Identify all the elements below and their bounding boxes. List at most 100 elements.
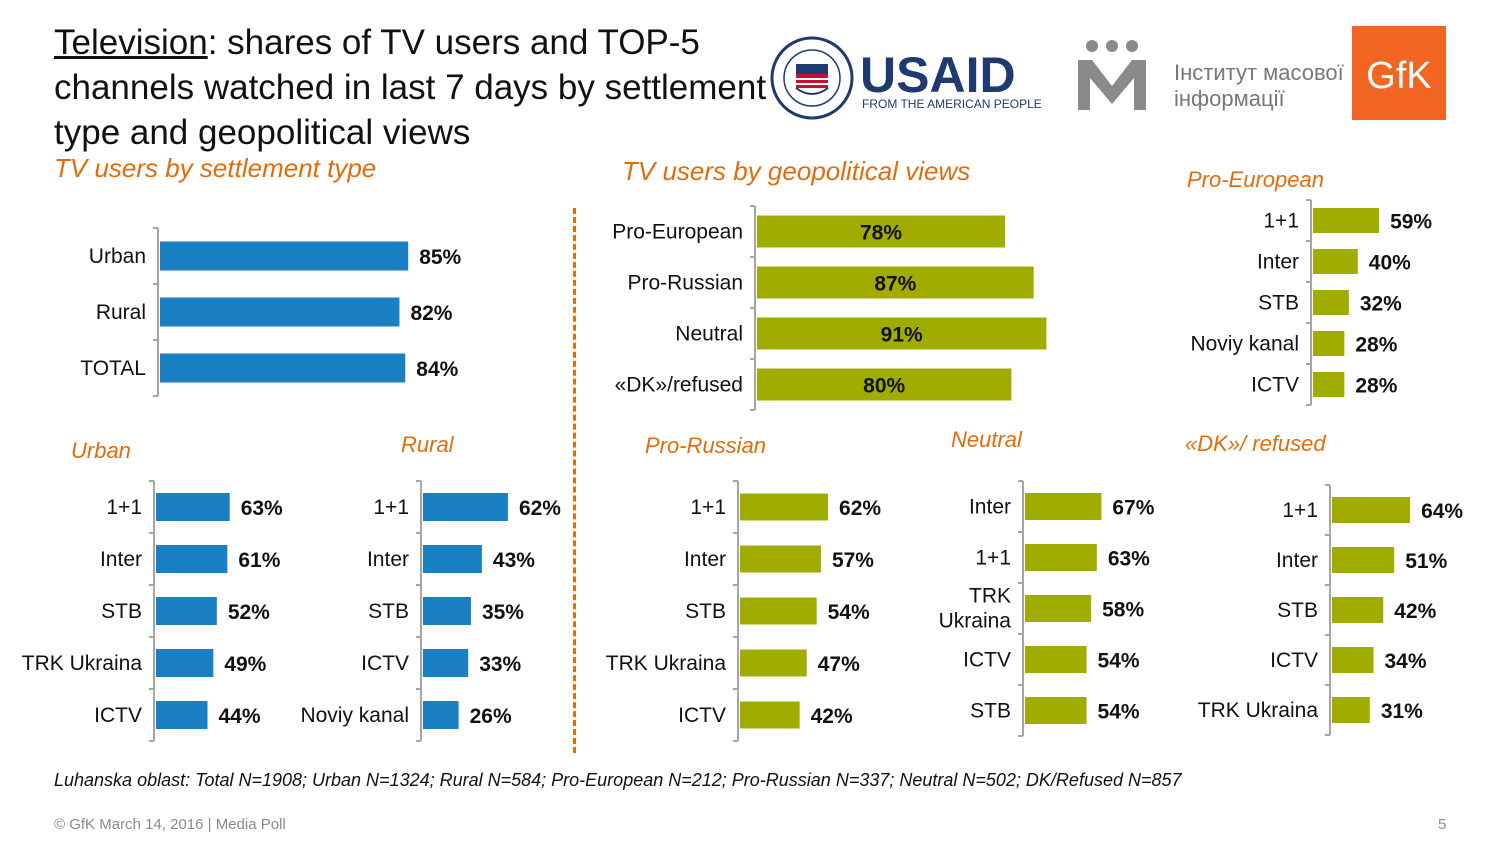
category-label: Pro-European: [612, 221, 743, 244]
value-label: 80%: [863, 375, 905, 398]
category-label: 1+1: [106, 496, 142, 519]
subtitle-geo: TV users by geopolitical views: [622, 156, 971, 186]
bar: [1313, 331, 1345, 356]
subtitle-settlement: TV users by settlement type: [54, 153, 377, 183]
value-label: 59%: [1390, 211, 1432, 234]
bar: [1332, 547, 1395, 573]
value-label: 51%: [1405, 550, 1447, 573]
usaid-tagline: FROM THE AMERICAN PEOPLE: [862, 97, 1042, 111]
value-label: 64%: [1421, 500, 1463, 523]
imi-logo-icon: [1078, 40, 1146, 110]
bar: [423, 545, 482, 573]
category-label: 1+1: [1263, 210, 1299, 233]
value-label: 28%: [1355, 375, 1397, 398]
chart-settlement: Urban 85% Rural 82% TOTAL 84%: [0, 227, 480, 398]
category-label: TOTAL: [80, 357, 146, 380]
bar: [423, 701, 459, 729]
bar: [1025, 646, 1087, 673]
value-label: 58%: [1102, 599, 1144, 622]
value-label: 78%: [860, 222, 902, 245]
gfk-logo-icon: [1352, 26, 1446, 120]
chart-geo: Pro-European 78% Pro-Russian 87% Neutral 91% «…: [585, 205, 1065, 411]
category-label: STB: [101, 600, 142, 623]
category-label: 1+1: [690, 496, 726, 519]
usaid-seal-icon: [770, 36, 854, 120]
chart-title-neutral: Neutral: [951, 427, 1022, 452]
chart-pro-russian-svg: 1+1 62% Inter 57% STB 54% TRK Ukraina 47% ICTV 42…: [606, 480, 881, 742]
bar: [423, 493, 508, 521]
value-label: 87%: [874, 273, 916, 296]
chart-rural-svg: 1+1 62% Inter 43% STB 35% ICTV 33% Noviy kanal 26…: [300, 480, 561, 742]
category-label: STB: [1258, 292, 1299, 315]
bar: [740, 701, 800, 729]
chart-neutral-svg: Inter 67% 1+1 63% TRK Ukraina 58% ICTV 54% STB 54%: [939, 480, 1155, 737]
category-label-line: Ukraina: [939, 610, 1012, 633]
page-title: Television: shares of TV users and TOP-5…: [54, 20, 774, 155]
bar: [156, 597, 217, 625]
category-label: Inter: [1276, 549, 1318, 572]
category-label: Pro-Russian: [627, 272, 743, 295]
value-label: 40%: [1369, 252, 1411, 275]
value-label: 62%: [519, 497, 561, 520]
category-label: ICTV: [963, 649, 1011, 672]
value-label: 35%: [482, 601, 524, 624]
page-number: 5: [1438, 816, 1447, 833]
category-label: TRK Ukraina: [22, 652, 143, 675]
value-label: 44%: [218, 705, 260, 728]
bar: [156, 649, 214, 677]
category-label: Rural: [96, 301, 146, 324]
bar: [1025, 595, 1092, 622]
category-label: Neutral: [675, 323, 743, 346]
chart-geo-svg: Pro-European 78% Pro-Russian 87% Neutral 91% «…: [612, 205, 1047, 411]
chart-urban-svg: 1+1 63% Inter 61% STB 52% TRK Ukraina 49% ICTV 44…: [22, 480, 283, 742]
value-label: 62%: [839, 497, 881, 520]
value-label: 82%: [410, 302, 452, 325]
bar: [757, 317, 1047, 350]
section-divider: [573, 208, 576, 753]
value-label: 32%: [1360, 293, 1402, 316]
bar: [423, 597, 471, 625]
value-label: 33%: [479, 653, 521, 676]
bar: [1025, 493, 1102, 520]
category-label: 1+1: [975, 547, 1011, 570]
chart-pro-russian: 1+1 62% Inter 57% STB 54% TRK Ukraina 47% ICTV 42…: [585, 480, 885, 742]
bar: [1332, 597, 1384, 623]
chart-pro-european-svg: 1+1 59% Inter 40% STB 32% Noviy kanal 28% ICTV 28…: [1190, 199, 1432, 406]
title-underlined: Television: [54, 23, 208, 62]
chart-dk-refused-svg: 1+1 64% Inter 51% STB 42% ICTV 34% TRK Ukraina 31…: [1198, 484, 1463, 736]
value-label: 52%: [228, 601, 270, 624]
category-label-line: TRK: [969, 585, 1011, 608]
category-label: 1+1: [373, 496, 409, 519]
bar: [1332, 647, 1374, 673]
bar: [156, 701, 208, 729]
bar: [1313, 208, 1380, 233]
category-label: TRK Ukraina: [1198, 699, 1319, 722]
chart-pro-european: 1+1 59% Inter 40% STB 32% Noviy kanal 28% ICTV 28…: [1150, 199, 1450, 406]
chart-rural: 1+1 62% Inter 43% STB 35% ICTV 33% Noviy kanal 26…: [270, 480, 570, 742]
value-label: 63%: [241, 497, 283, 520]
chart-title-dk-refused: «DK»/ refused: [1185, 431, 1326, 456]
bar: [156, 493, 230, 521]
bar: [160, 241, 409, 271]
bar: [757, 266, 1034, 299]
value-label: 85%: [419, 246, 461, 269]
value-label: 54%: [1098, 701, 1140, 724]
category-label: Urban: [89, 245, 146, 268]
bar: [160, 297, 400, 327]
bar: [1332, 497, 1411, 523]
value-label: 34%: [1384, 650, 1426, 673]
value-label: 43%: [493, 549, 535, 572]
value-label: 28%: [1355, 334, 1397, 357]
bar: [757, 368, 1012, 401]
bar: [1332, 697, 1370, 723]
category-label: TRK Ukraina: [939, 585, 1012, 633]
category-label: «DK»/refused: [615, 374, 743, 397]
bar: [740, 597, 817, 625]
value-label: 57%: [832, 549, 874, 572]
category-label: TRK Ukraina: [606, 652, 727, 675]
chart-title-pro-european: Pro-European: [1187, 167, 1324, 192]
category-label: STB: [970, 700, 1011, 723]
chart-title-pro-russian: Pro-Russian: [645, 433, 767, 458]
footer-copyright: © GfK March 14, 2016 | Media Poll: [54, 816, 286, 833]
category-label: STB: [1277, 599, 1318, 622]
